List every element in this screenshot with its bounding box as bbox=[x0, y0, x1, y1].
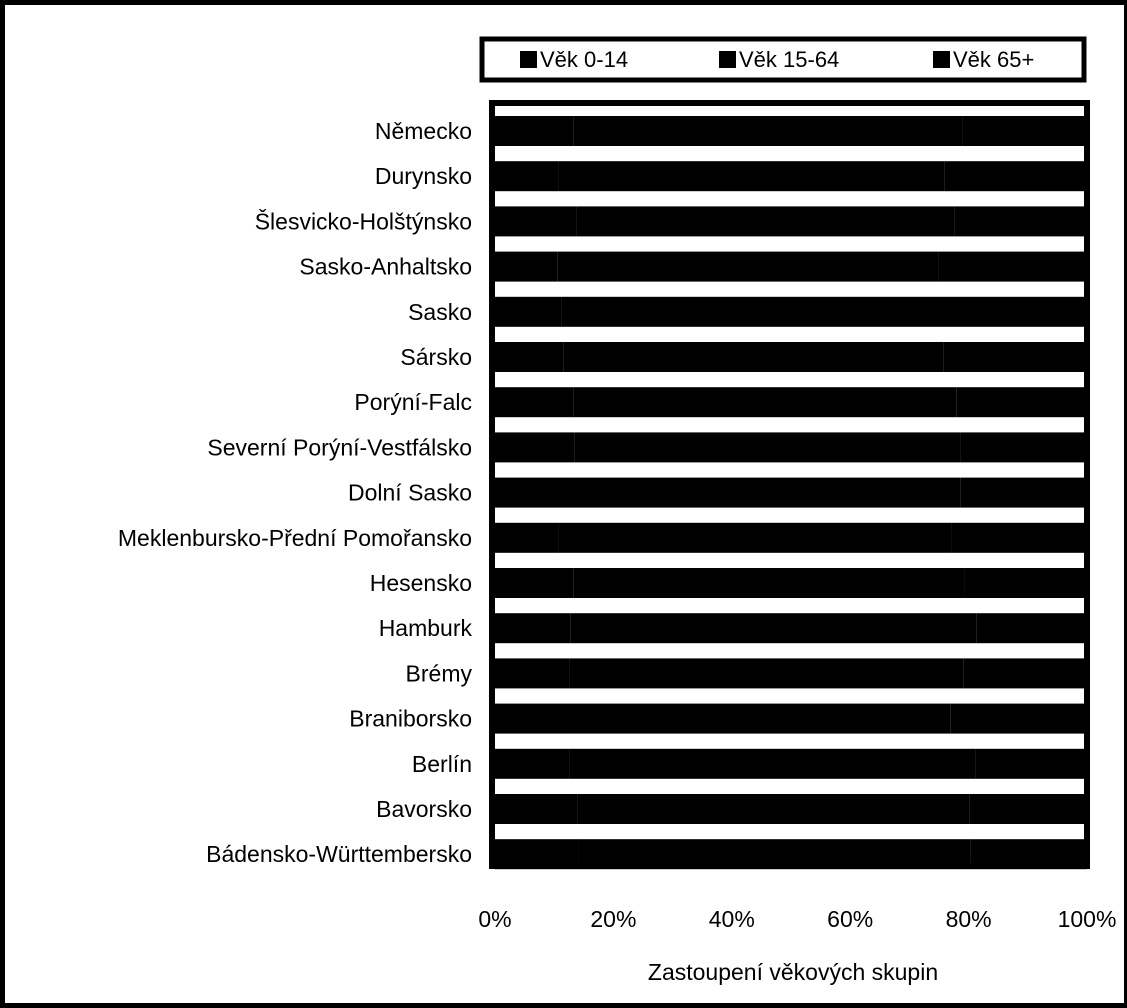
bar-segment-0 bbox=[495, 477, 576, 508]
x-axis-title: Zastoupení věkových skupin bbox=[648, 959, 938, 985]
category-label: Hesensko bbox=[370, 570, 472, 596]
bar-segment-2 bbox=[950, 703, 1087, 734]
bar-segment-0 bbox=[495, 658, 570, 689]
x-tick-label: 40% bbox=[709, 906, 755, 932]
category-label: Hamburk bbox=[379, 615, 473, 641]
bar-segment-1 bbox=[578, 839, 971, 870]
bar-segment-2 bbox=[960, 432, 1087, 463]
x-tick-label: 80% bbox=[946, 906, 992, 932]
bar-segment-0 bbox=[495, 161, 559, 192]
bar-segment-1 bbox=[563, 342, 944, 372]
category-label: Sasko bbox=[408, 299, 472, 325]
bar-segment-2 bbox=[976, 613, 1087, 644]
legend-label-2: Věk 65+ bbox=[953, 47, 1034, 72]
bar-segment-0 bbox=[495, 251, 558, 282]
bar-segment-0 bbox=[495, 296, 562, 327]
bar-segment-2 bbox=[954, 206, 1087, 237]
bar-segment-2 bbox=[939, 296, 1087, 327]
legend-swatch-2 bbox=[933, 51, 950, 68]
stacked-bar-chart: Věk 0-14 Věk 15-64 Věk 65+ Německo Duryns… bbox=[118, 36, 1116, 985]
category-label: Berlín bbox=[412, 751, 472, 777]
bar-segment-2 bbox=[962, 116, 1087, 146]
bar-segment-0 bbox=[495, 613, 571, 644]
category-label: Porýní-Falc bbox=[354, 389, 472, 415]
bar-segment-2 bbox=[975, 748, 1087, 779]
bar-segment-0 bbox=[495, 568, 574, 598]
legend-swatch-1 bbox=[719, 51, 736, 68]
bar-segment-2 bbox=[964, 568, 1087, 598]
bar-segment-1 bbox=[575, 477, 961, 508]
category-label: Durynsko bbox=[375, 163, 472, 189]
x-tick-label: 100% bbox=[1058, 906, 1117, 932]
bar-segment-1 bbox=[573, 568, 965, 598]
bar-segment-2 bbox=[956, 387, 1087, 418]
legend-item-0: Věk 0-14 bbox=[520, 47, 628, 72]
bar-segment-0 bbox=[495, 387, 574, 418]
bar-segment-1 bbox=[561, 296, 939, 327]
bar-segment-0 bbox=[495, 206, 577, 237]
bar-segment-0 bbox=[495, 839, 579, 870]
bar-segment-1 bbox=[562, 703, 951, 734]
category-label: Sársko bbox=[400, 344, 472, 370]
category-label: Bádensko-Württembersko bbox=[206, 841, 472, 867]
bar-segment-0 bbox=[495, 522, 559, 553]
bar-segment-2 bbox=[944, 161, 1087, 192]
category-label: Bavorsko bbox=[376, 796, 472, 822]
legend: Věk 0-14 Věk 15-64 Věk 65+ bbox=[479, 36, 1087, 83]
bar-segment-2 bbox=[951, 522, 1087, 553]
category-label: Německo bbox=[375, 118, 472, 144]
bar-segment-0 bbox=[495, 703, 563, 734]
x-tick-label: 60% bbox=[827, 906, 873, 932]
legend-item-2: Věk 65+ bbox=[933, 47, 1034, 72]
bar-segment-0 bbox=[495, 342, 564, 372]
category-label: Brémy bbox=[406, 660, 473, 686]
bar-segment-1 bbox=[557, 251, 939, 282]
bar-segment-0 bbox=[495, 432, 575, 463]
bar-segment-2 bbox=[963, 658, 1087, 689]
bar-segment-1 bbox=[576, 206, 955, 237]
legend-label-1: Věk 15-64 bbox=[739, 47, 839, 72]
category-label: Šlesvicko-Holštýnsko bbox=[255, 207, 472, 234]
bar-segment-1 bbox=[558, 161, 945, 192]
category-labels: Německo Durynsko Šlesvicko-Holštýnsko Sasko… bbox=[118, 118, 473, 867]
bar-segment-0 bbox=[495, 116, 574, 146]
bar-segment-1 bbox=[569, 748, 976, 779]
bar-segment-2 bbox=[960, 477, 1087, 508]
x-axis-ticks: 0% 20% 40% 60% 80% 100% bbox=[478, 906, 1116, 932]
category-label: Braniborsko bbox=[349, 706, 472, 732]
bar-segment-1 bbox=[569, 658, 964, 689]
bar-segment-1 bbox=[573, 116, 963, 146]
legend-item-1: Věk 15-64 bbox=[719, 47, 839, 72]
category-label: Dolní Sasko bbox=[348, 480, 472, 506]
x-tick-label: 0% bbox=[478, 906, 511, 932]
category-label: Sasko-Anhaltsko bbox=[299, 254, 472, 280]
bar-segment-1 bbox=[573, 387, 957, 418]
bar-segment-2 bbox=[969, 794, 1087, 824]
legend-swatch-0 bbox=[520, 51, 537, 68]
bar-segment-2 bbox=[970, 839, 1087, 870]
bar-segment-1 bbox=[577, 794, 970, 824]
bar-segment-2 bbox=[938, 251, 1087, 282]
bar-segment-1 bbox=[570, 613, 977, 644]
x-tick-label: 20% bbox=[590, 906, 636, 932]
legend-box bbox=[479, 36, 1087, 83]
bars-layer bbox=[495, 116, 1087, 870]
legend-label-0: Věk 0-14 bbox=[540, 47, 628, 72]
bar-segment-0 bbox=[495, 748, 570, 779]
bar-segment-2 bbox=[943, 342, 1087, 372]
bar-segment-0 bbox=[495, 794, 578, 824]
bar-segment-1 bbox=[574, 432, 961, 463]
bar-segment-1 bbox=[558, 522, 952, 553]
category-label: Meklenbursko-Přední Pomořansko bbox=[118, 525, 472, 551]
category-label: Severní Porýní-Vestfálsko bbox=[207, 434, 472, 460]
